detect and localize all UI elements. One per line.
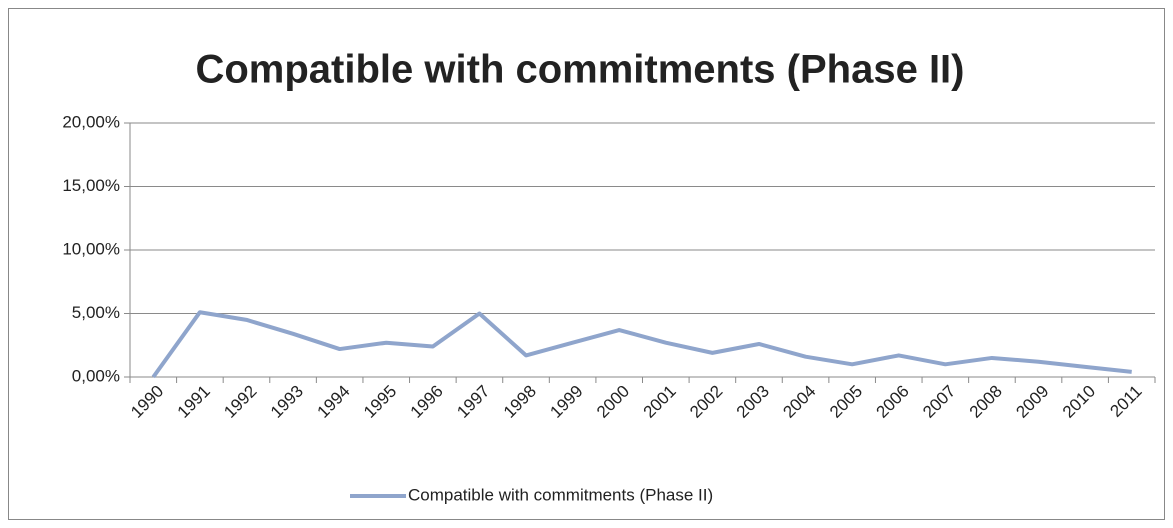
y-tick-label: 10,00% xyxy=(62,239,120,258)
y-tick-label: 0,00% xyxy=(72,366,120,385)
chart-title: Compatible with commitments (Phase II) xyxy=(195,48,964,92)
chart-frame xyxy=(8,8,1165,520)
series-line xyxy=(151,310,1132,379)
y-tick-label: 20,00% xyxy=(62,112,120,131)
y-tick-label: 5,00% xyxy=(72,303,120,322)
y-tick-label: 15,00% xyxy=(62,176,120,195)
legend-label: Compatible with commitments (Phase II) xyxy=(408,485,713,504)
